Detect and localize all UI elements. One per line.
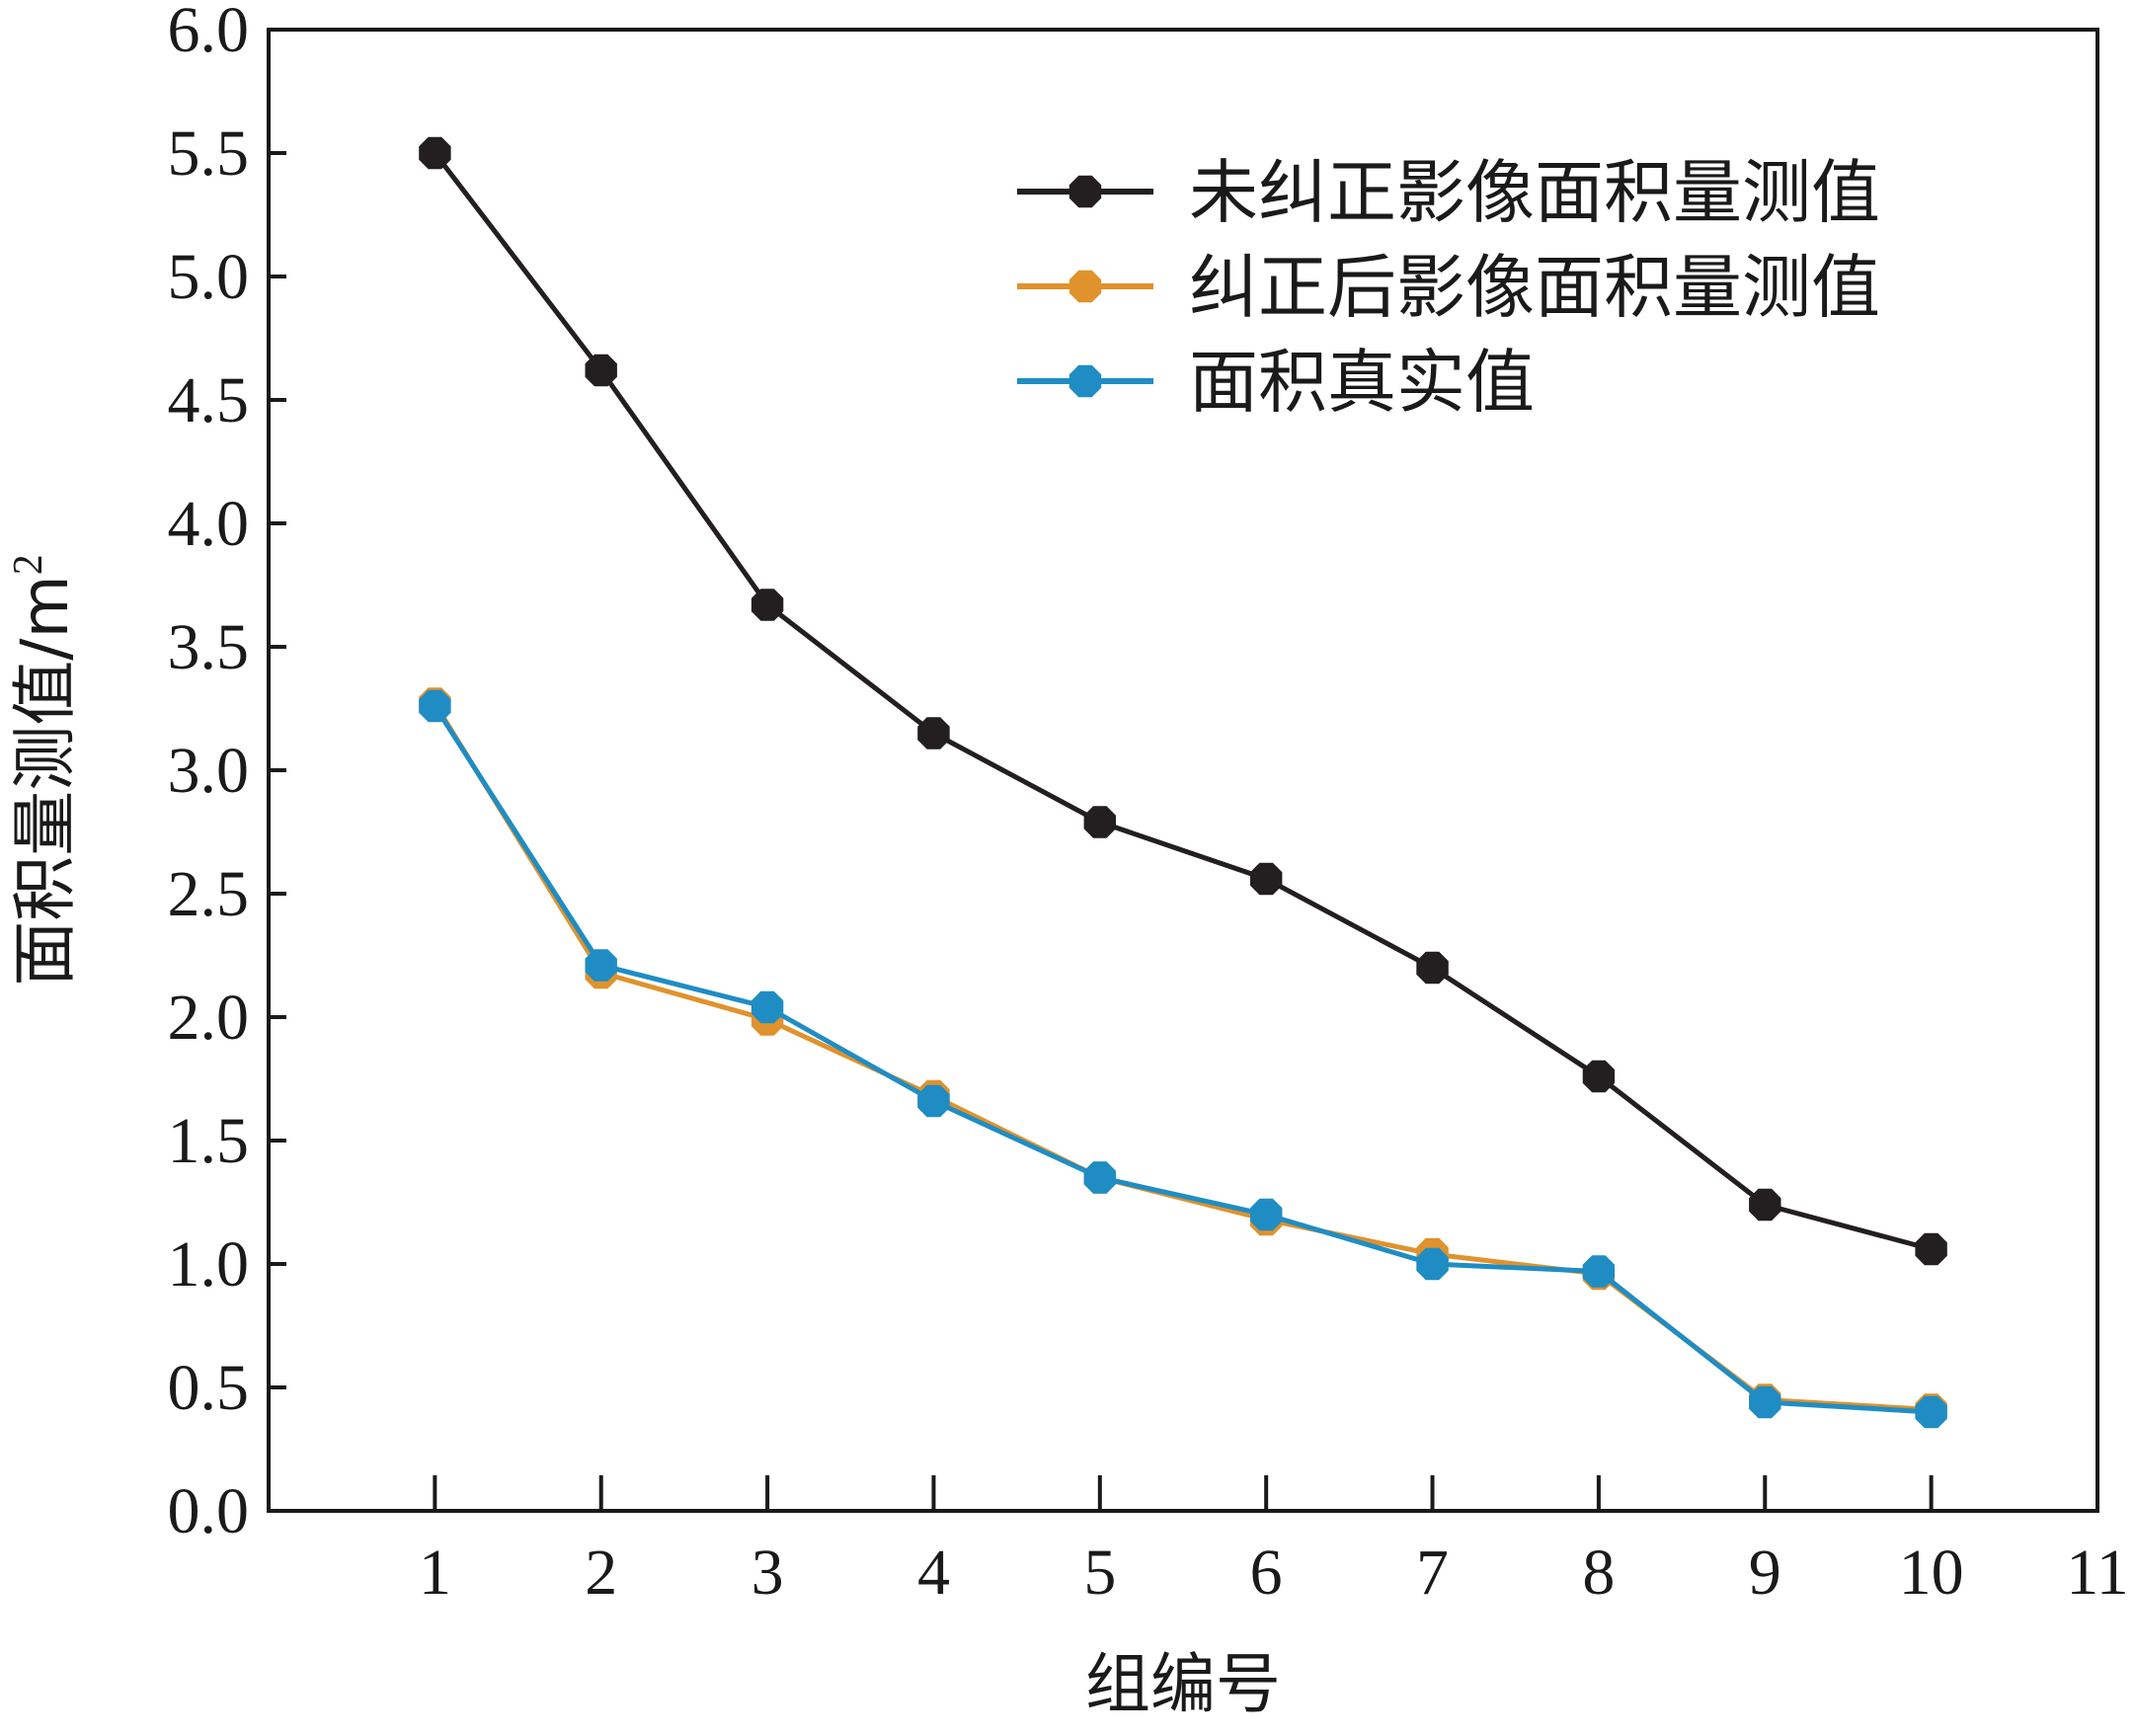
x-tick-label: 2 [585, 1537, 617, 1609]
legend-label: 面积真实值 [1189, 342, 1535, 423]
data-point [751, 589, 784, 621]
data-point [419, 689, 451, 723]
y-tick-label: 6.0 [168, 0, 250, 66]
y-tick-label: 3.5 [168, 611, 250, 683]
data-point [1915, 1395, 1947, 1429]
x-tick-label: 10 [1899, 1537, 1964, 1609]
legend-item: 未纠正影像面积量测值 [1017, 152, 1880, 233]
x-tick-label: 3 [751, 1537, 784, 1609]
x-axis-label: 组编号 [1085, 1646, 1281, 1722]
series-3 [419, 689, 1947, 1429]
data-point [751, 990, 784, 1024]
data-point [1416, 951, 1449, 985]
legend-item: 纠正后影像面积量测值 [1017, 247, 1880, 328]
data-point [1250, 1198, 1283, 1231]
y-tick-label: 4.5 [168, 364, 250, 436]
data-point [917, 717, 950, 750]
series-line [433, 151, 1933, 1252]
y-tick-label: 5.0 [168, 241, 250, 313]
y-axis-label-superscript: 2 [6, 554, 51, 575]
x-tick-label: 1 [419, 1537, 451, 1609]
y-tick-label: 4.0 [168, 488, 250, 560]
data-point [585, 354, 617, 387]
data-point [419, 136, 451, 170]
y-axis-label-text: 面积量测值/m [7, 575, 83, 986]
y-axis: 0.0 0.5 1.0 1.5 2.0 2.5 3.0 3.5 4.0 4.5 5.0 5.5 6.0 [168, 0, 286, 1547]
y-axis-label: 面积量测值/m2 [6, 554, 83, 986]
y-tick-label: 0.5 [168, 1352, 250, 1424]
x-tick-label: 7 [1416, 1537, 1449, 1609]
x-tick-label: 4 [917, 1537, 950, 1609]
legend-label: 未纠正影像面积量测值 [1189, 152, 1880, 233]
series-2 [419, 687, 1947, 1426]
series-layer [419, 136, 1947, 1429]
x-axis: 1 2 3 4 5 6 7 8 9 10 11 [419, 1475, 2129, 1609]
x-tick-label: 11 [2066, 1537, 2129, 1609]
data-point [1416, 1247, 1449, 1281]
legend-item: 面积真实值 [1017, 342, 1535, 423]
data-point [1083, 1161, 1116, 1194]
legend-marker [1068, 364, 1102, 398]
legend-marker [1068, 175, 1102, 208]
series-line [433, 702, 1932, 1412]
y-tick-label: 0.0 [168, 1475, 250, 1547]
series-1 [419, 136, 1947, 1266]
x-tick-label: 5 [1083, 1537, 1116, 1609]
data-point [585, 949, 617, 982]
data-point [1749, 1385, 1781, 1419]
data-point [1749, 1188, 1781, 1222]
x-tick-label: 6 [1250, 1537, 1283, 1609]
data-point [1083, 806, 1116, 838]
y-tick-label: 2.0 [168, 982, 250, 1054]
data-point [1582, 1255, 1616, 1288]
data-point [1582, 1060, 1616, 1093]
data-point [917, 1084, 950, 1118]
data-point [1915, 1232, 1947, 1266]
y-tick-label: 3.0 [168, 735, 250, 807]
x-tick-label: 8 [1582, 1537, 1615, 1609]
y-tick-label: 1.5 [168, 1105, 250, 1177]
y-tick-label: 1.0 [168, 1228, 250, 1301]
data-point [1250, 862, 1283, 896]
y-tick-label: 2.5 [168, 858, 250, 930]
legend-marker [1068, 270, 1102, 303]
series-line [433, 704, 1932, 1415]
x-tick-label: 9 [1749, 1537, 1781, 1609]
legend-label: 纠正后影像面积量测值 [1189, 247, 1880, 328]
y-tick-label: 5.5 [168, 118, 250, 190]
